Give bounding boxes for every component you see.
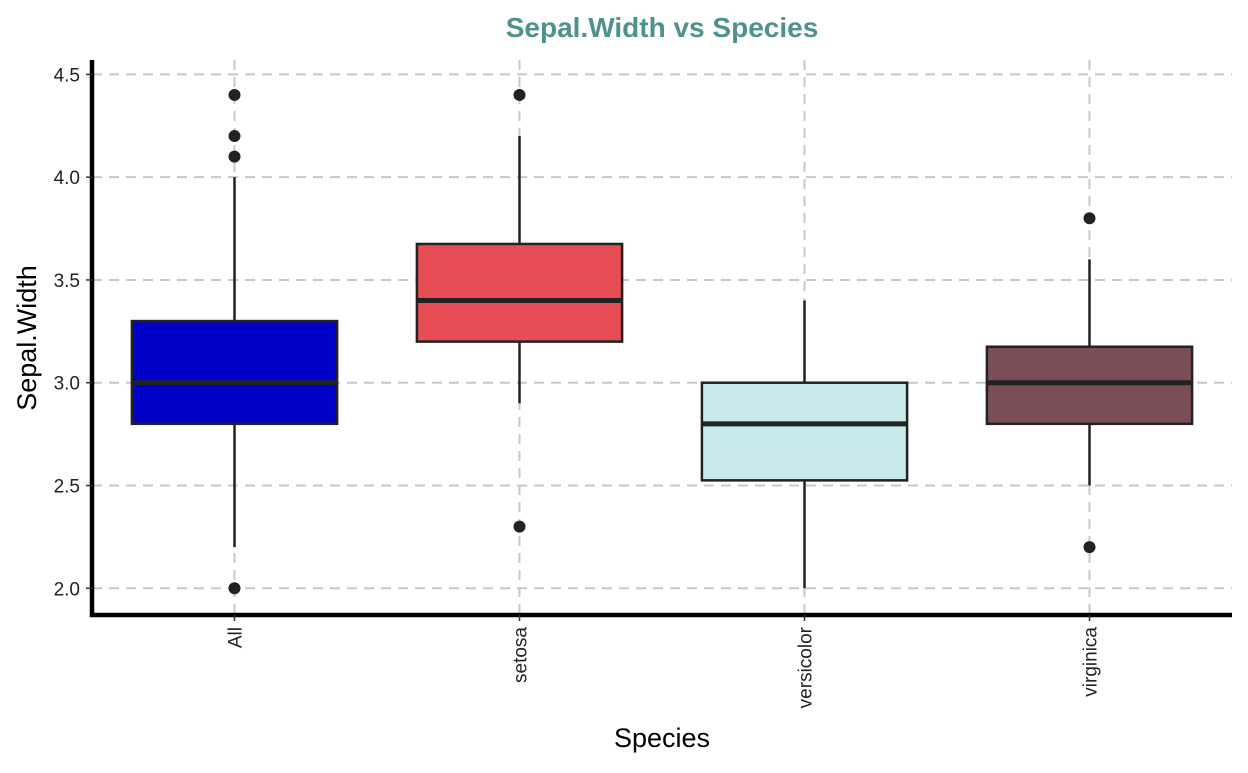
- x-tick-label: setosa: [511, 627, 532, 683]
- x-tick-label: All: [226, 627, 247, 648]
- box-body: [700, 381, 909, 482]
- box-body: [130, 319, 339, 426]
- y-tick-label: 4.0: [54, 168, 80, 189]
- outlier-point: [228, 150, 241, 163]
- outlier-point: [1083, 212, 1096, 225]
- y-tick-label: 2.0: [54, 579, 80, 600]
- box-layer: [130, 88, 1194, 595]
- tick-layer: 2.0 2.5 3.0 3.5 4.0 4.5 All setosa versicolor vir…: [54, 65, 1102, 708]
- box-versicolor: [700, 300, 909, 589]
- box-body: [415, 242, 624, 343]
- box-All: [130, 88, 339, 595]
- x-axis-title: Species: [614, 723, 710, 753]
- box-setosa: [415, 88, 624, 533]
- box-body: [985, 345, 1194, 426]
- y-tick-label: 3.5: [54, 271, 80, 292]
- outlier-point: [513, 520, 526, 533]
- outlier-point: [228, 88, 241, 101]
- x-tick-label: versicolor: [796, 626, 817, 708]
- y-tick-label: 2.5: [54, 477, 80, 498]
- y-axis-title: Sepal.Width: [12, 265, 42, 411]
- outlier-point: [513, 88, 526, 101]
- box-virginica: [985, 212, 1194, 554]
- axis-layer: [89, 60, 1232, 618]
- outlier-point: [228, 130, 241, 143]
- y-tick-label: 4.5: [54, 65, 80, 86]
- outlier-point: [228, 582, 241, 595]
- y-tick-label: 3.0: [54, 374, 80, 395]
- outlier-point: [1083, 541, 1096, 554]
- x-tick-label: virginica: [1081, 627, 1102, 697]
- chart-title: Sepal.Width vs Species: [506, 12, 819, 43]
